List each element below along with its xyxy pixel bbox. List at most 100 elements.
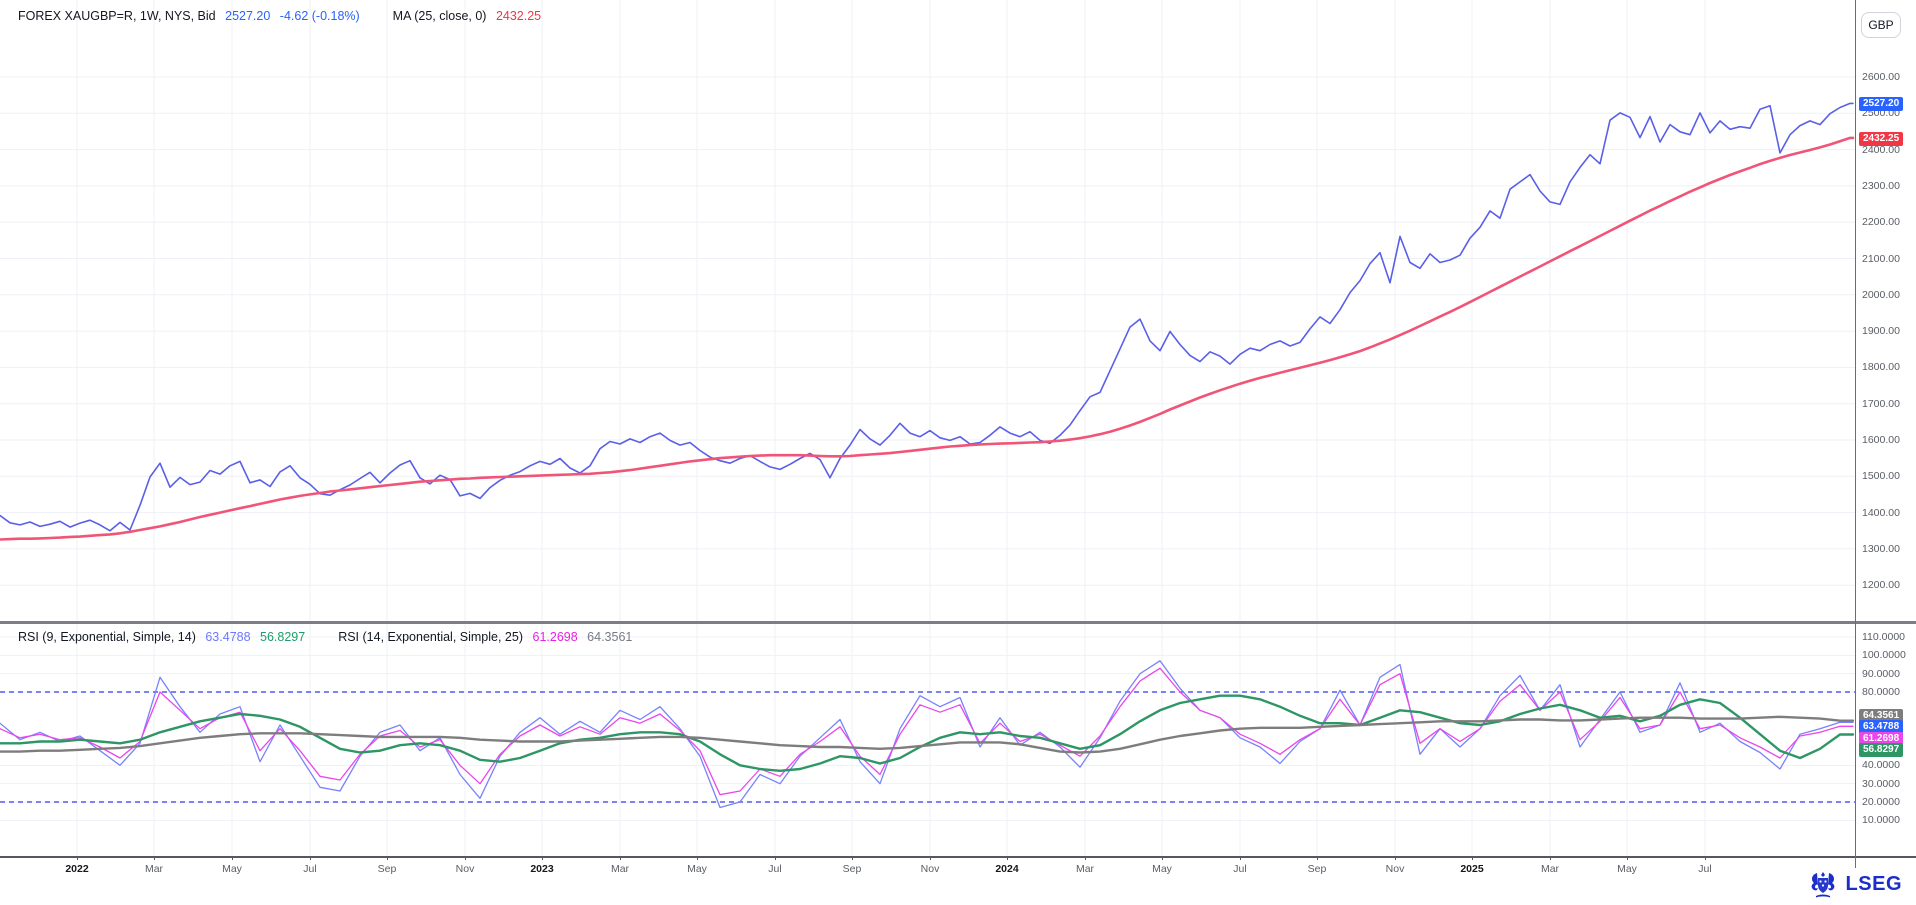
rsi2-smooth-value: 64.3561 [587,630,633,644]
time-axis-label: Nov [1385,863,1405,875]
time-axis-tick [1162,856,1163,860]
time-axis-tick [1317,856,1318,860]
time-axis-tick [1085,856,1086,860]
time-axis-label: Mar [610,863,630,875]
price-scale[interactable]: GBP 2600.00 2500.00 2400.00 2300.00 2200.00 2… [1855,0,1916,868]
time-axis-tick [77,856,78,860]
lseg-wordmark: LSEG [1845,872,1902,895]
time-axis-tick [1705,856,1706,860]
time-axis-label: May [1617,863,1637,875]
time-axis-label: Mar [144,863,164,875]
time-axis-label: 2024 [995,863,1019,875]
time-axis-label: 2022 [65,863,89,875]
axis-value-badge: 61.2698 [1859,731,1904,746]
axis-price-label: 2000.00 [1862,288,1900,301]
axis-price-label: 40.0000 [1862,759,1900,772]
time-axis-tick [930,856,931,860]
axis-price-label: 2200.00 [1862,216,1900,229]
axis-price-label: 20.0000 [1862,796,1900,808]
axis-value-badge: 2432.25 [1859,131,1904,146]
time-axis-label: Jul [303,863,317,875]
series-line [0,660,1854,809]
time-axis-label: Mar [1540,863,1560,875]
axis-price-label: 2400.00 [1862,143,1900,156]
time-axis-label: Sep [1307,863,1327,875]
lseg-crest-icon [1811,872,1834,898]
time-axis-tick [1007,856,1008,860]
time-axis-label: May [687,863,707,875]
axis-price-label: 1600.00 [1862,434,1900,446]
time-axis-tick [1395,856,1396,860]
time-axis-tick [154,856,155,860]
lseg-logo: LSEG [1806,869,1902,899]
axis-price-label: 80.0000 [1862,686,1900,698]
time-axis-label: Mar [1075,863,1095,875]
last-price-value: 2527.20 [225,9,271,23]
time-axis-tick [1627,856,1628,860]
price-legend-row[interactable]: FOREX XAUGBP=R, 1W, NYS, Bid 2527.20 -4.… [18,9,547,23]
rsi1-smooth-value: 56.8297 [260,630,306,644]
price-change-value: -4.62 (-0.18%) [279,9,360,23]
ma-label: MA (25, close, 0) [392,9,487,23]
axis-price-label: 2600.00 [1862,71,1900,83]
time-axis-tick [1550,856,1551,860]
series-line [0,715,1855,754]
axis-price-label: 1300.00 [1862,542,1900,555]
time-axis-tick [775,856,776,860]
time-axis-label: Sep [377,863,397,875]
axis-price-label: 1500.00 [1862,470,1900,483]
time-axis-line [0,856,1916,858]
time-axis-label: Jul [1233,863,1247,875]
axis-price-label: 30.0000 [1862,777,1900,790]
time-axis-tick [310,856,311,860]
time-axis-tick [387,856,388,860]
currency-button[interactable]: GBP [1861,12,1901,38]
axis-price-label: 100.0000 [1862,649,1906,662]
axis-price-label: 1900.00 [1862,325,1900,338]
time-axis-tick [465,856,466,860]
pane-divider[interactable] [0,621,1916,624]
time-axis-label: 2025 [1460,863,1484,875]
axis-price-label: 10.0000 [1862,814,1900,827]
axis-price-label: 2300.00 [1862,179,1900,192]
axis-value-badge: 64.3561 [1859,708,1904,723]
axis-value-badge: 56.8297 [1859,743,1904,758]
axis-price-label: 90.0000 [1862,667,1900,680]
series-line [0,136,1855,541]
time-axis-tick [232,856,233,860]
time-axis-label: Nov [455,863,475,875]
axis-value-badge: 2527.20 [1859,97,1904,112]
time-axis-tick [1472,856,1473,860]
axis-value-badge: 63.4788 [1859,720,1904,735]
axis-price-label: 2100.00 [1862,252,1900,265]
symbol-label: FOREX XAUGBP=R, 1W, NYS, Bid [18,9,216,23]
chart-plot-area[interactable] [0,0,1856,868]
rsi-legend-row[interactable]: RSI (9, Exponential, Simple, 14) 63.4788… [18,630,638,644]
rsi1-value: 63.4788 [205,630,251,644]
time-axis-tick [697,856,698,860]
series-line [0,694,1855,772]
time-axis-tick [620,856,621,860]
time-axis-label: May [1152,863,1172,875]
ma-value: 2432.25 [495,9,542,23]
time-axis-tick [852,856,853,860]
time-axis-label: Nov [920,863,940,875]
series-line [0,102,1854,532]
time-axis-tick [1240,856,1241,860]
axis-price-label: 1200.00 [1862,579,1900,592]
time-axis-label: Jul [1698,863,1712,875]
axis-price-label: 1400.00 [1862,506,1900,519]
series-line [0,667,1854,796]
time-axis-label: 2023 [530,863,554,875]
rsi1-label: RSI (9, Exponential, Simple, 14) [18,630,196,644]
rsi2-value: 61.2698 [532,630,578,644]
price-axis-line [1855,0,1856,868]
time-axis-label: May [222,863,242,875]
time-scale[interactable]: 2022 Mar May Jul Sep Nov 2023 Mar May Jul Sep Nov 20… [0,856,1916,882]
time-axis-tick [542,856,543,860]
axis-price-label: 1700.00 [1862,397,1900,410]
rsi2-label: RSI (14, Exponential, Simple, 25) [338,630,524,644]
axis-price-label: 1800.00 [1862,361,1900,374]
axis-price-label: 110.0000 [1862,631,1906,643]
